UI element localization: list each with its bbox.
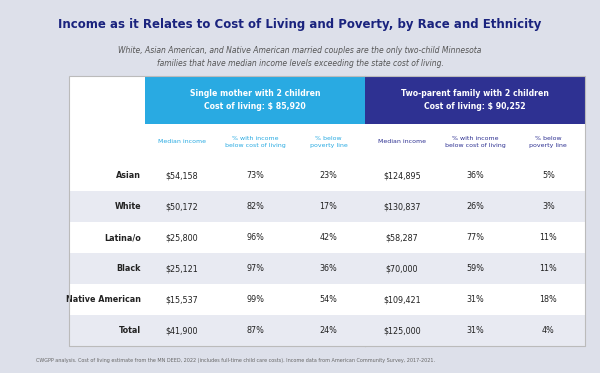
Text: 11%: 11% <box>539 264 557 273</box>
Text: $50,172: $50,172 <box>166 202 199 211</box>
Text: 73%: 73% <box>247 171 264 180</box>
Text: 23%: 23% <box>320 171 337 180</box>
Text: Black: Black <box>116 264 141 273</box>
Text: $58,287: $58,287 <box>385 233 418 242</box>
Text: White: White <box>115 202 141 211</box>
Text: 5%: 5% <box>542 171 555 180</box>
Text: CWGPP analysis. Cost of living estimate from the MN DEED, 2022 (includes full-ti: CWGPP analysis. Cost of living estimate … <box>36 358 435 363</box>
Text: White, Asian American, and Native American married couples are the only two-chil: White, Asian American, and Native Americ… <box>118 46 482 68</box>
Text: 96%: 96% <box>247 233 264 242</box>
Text: 4%: 4% <box>542 326 555 335</box>
Text: 42%: 42% <box>320 233 337 242</box>
Text: 54%: 54% <box>320 295 337 304</box>
Text: $130,837: $130,837 <box>383 202 421 211</box>
Text: Asian: Asian <box>116 171 141 180</box>
Text: 31%: 31% <box>466 295 484 304</box>
Text: 87%: 87% <box>247 326 264 335</box>
Text: % below
poverty line: % below poverty line <box>310 136 347 148</box>
Text: % with income
below cost of living: % with income below cost of living <box>225 136 286 148</box>
Text: $70,000: $70,000 <box>386 264 418 273</box>
Text: Two-parent family with 2 children
Cost of living: $ 90,252: Two-parent family with 2 children Cost o… <box>401 89 549 111</box>
Text: 11%: 11% <box>539 233 557 242</box>
Text: $125,000: $125,000 <box>383 326 421 335</box>
Text: 97%: 97% <box>246 264 264 273</box>
Text: 26%: 26% <box>466 202 484 211</box>
Text: Median income: Median income <box>158 140 206 144</box>
Text: 36%: 36% <box>320 264 337 273</box>
Text: $25,121: $25,121 <box>166 264 199 273</box>
Text: Native American: Native American <box>66 295 141 304</box>
Text: $109,421: $109,421 <box>383 295 421 304</box>
Text: $54,158: $54,158 <box>166 171 199 180</box>
Text: % below
poverty line: % below poverty line <box>529 136 567 148</box>
Text: $25,800: $25,800 <box>166 233 199 242</box>
Text: 99%: 99% <box>246 295 264 304</box>
Text: Total: Total <box>119 326 141 335</box>
Text: Median income: Median income <box>378 140 426 144</box>
Text: 31%: 31% <box>466 326 484 335</box>
Text: Latina/o: Latina/o <box>104 233 141 242</box>
Text: Single mother with 2 children
Cost of living: $ 85,920: Single mother with 2 children Cost of li… <box>190 89 320 111</box>
Text: $15,537: $15,537 <box>166 295 199 304</box>
Text: 24%: 24% <box>320 326 337 335</box>
Text: 3%: 3% <box>542 202 555 211</box>
Text: 36%: 36% <box>466 171 484 180</box>
Text: 17%: 17% <box>320 202 337 211</box>
Text: 77%: 77% <box>466 233 484 242</box>
Text: % with income
below cost of living: % with income below cost of living <box>445 136 505 148</box>
Text: $41,900: $41,900 <box>166 326 198 335</box>
Text: 82%: 82% <box>247 202 264 211</box>
Text: 18%: 18% <box>539 295 557 304</box>
Text: 59%: 59% <box>466 264 484 273</box>
Text: $124,895: $124,895 <box>383 171 421 180</box>
Text: Income as it Relates to Cost of Living and Poverty, by Race and Ethnicity: Income as it Relates to Cost of Living a… <box>58 18 542 31</box>
